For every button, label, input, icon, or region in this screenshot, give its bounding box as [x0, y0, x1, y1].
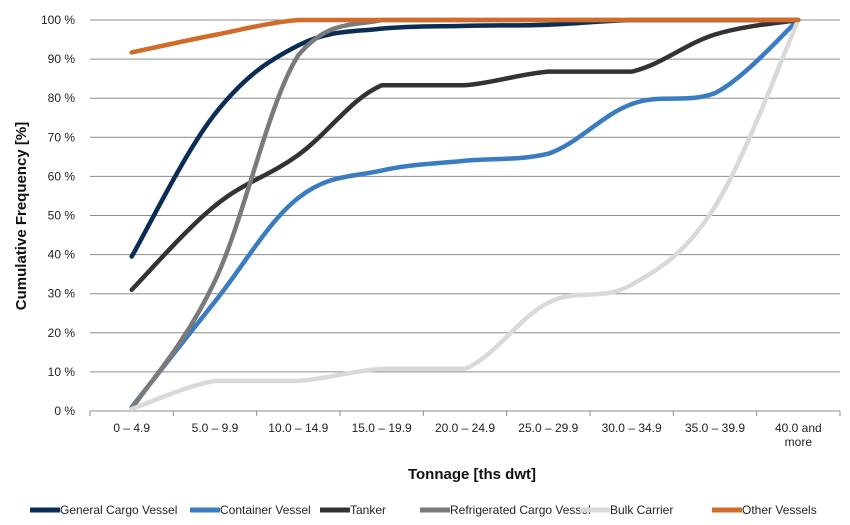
y-tick-label: 20 % — [48, 326, 76, 340]
y-tick-label: 100 % — [41, 13, 75, 27]
grid-lines — [90, 19, 840, 412]
x-tick-label: 20.0 – 24.9 — [435, 421, 495, 435]
x-tick-label: 15.0 – 19.9 — [352, 421, 412, 435]
legend-item-refrigerated-cargo-vessel: Refrigerated Cargo Vessel — [420, 503, 591, 517]
series-line-refrigerated-cargo-vessel — [129, 17, 801, 412]
legend-label: Tanker — [350, 503, 386, 517]
y-tick-label: 60 % — [48, 169, 76, 183]
legend-label: Container Vessel — [220, 503, 311, 517]
x-tick-label: 30.0 – 34.9 — [602, 421, 662, 435]
y-tick-label: 90 % — [48, 52, 76, 66]
x-axis-title: Tonnage [ths dwt] — [408, 466, 536, 483]
series-lines — [129, 17, 801, 412]
legend-label: Bulk Carrier — [610, 503, 673, 517]
series-line-container-vessel — [129, 17, 801, 410]
y-tick-label: 70 % — [48, 130, 76, 144]
legend-item-other-vessels: Other Vessels — [712, 503, 817, 517]
legend-item-general-cargo-vessel: General Cargo Vessel — [30, 503, 177, 517]
y-axis-ticks: 0 % 10 % 20 % 30 % 40 % 50 % 60 % 70 % 80 % 90 % 1… — [41, 13, 75, 418]
legend-label: Refrigerated Cargo Vessel — [450, 503, 591, 517]
x-tick-label: 40.0 and more — [775, 421, 822, 449]
legend: General Cargo Vessel Container Vessel Tank… — [30, 503, 817, 517]
legend-item-bulk-carrier: Bulk Carrier — [580, 503, 673, 517]
y-tick-label: 10 % — [48, 365, 76, 379]
y-axis-title: Cumulative Frequency [%] — [13, 122, 30, 310]
x-tick-label: 5.0 – 9.9 — [192, 421, 239, 435]
y-tick-label: 80 % — [48, 91, 76, 105]
y-tick-label: 50 % — [48, 209, 76, 223]
series-line-tanker — [129, 17, 801, 293]
x-axis-ticks: 0 – 4.9 5.0 – 9.9 10.0 – 14.9 15.0 – 19.9 20… — [89, 411, 841, 449]
x-tick-label: 10.0 – 14.9 — [268, 421, 328, 435]
legend-label: General Cargo Vessel — [60, 503, 177, 517]
x-tick-label: 0 – 4.9 — [113, 421, 150, 435]
y-tick-label: 40 % — [48, 248, 76, 262]
legend-item-tanker: Tanker — [320, 503, 386, 517]
series-line-other-vessels — [129, 17, 801, 55]
series-line-general-cargo-vessel — [129, 17, 801, 259]
series-line-bulk-carrier — [129, 17, 801, 412]
y-tick-label: 30 % — [48, 287, 76, 301]
legend-item-container-vessel: Container Vessel — [190, 503, 311, 517]
x-tick-label: 35.0 – 39.9 — [685, 421, 745, 435]
y-tick-label: 0 % — [54, 404, 75, 418]
x-tick-label: 25.0 – 29.9 — [518, 421, 578, 435]
legend-label: Other Vessels — [742, 503, 817, 517]
